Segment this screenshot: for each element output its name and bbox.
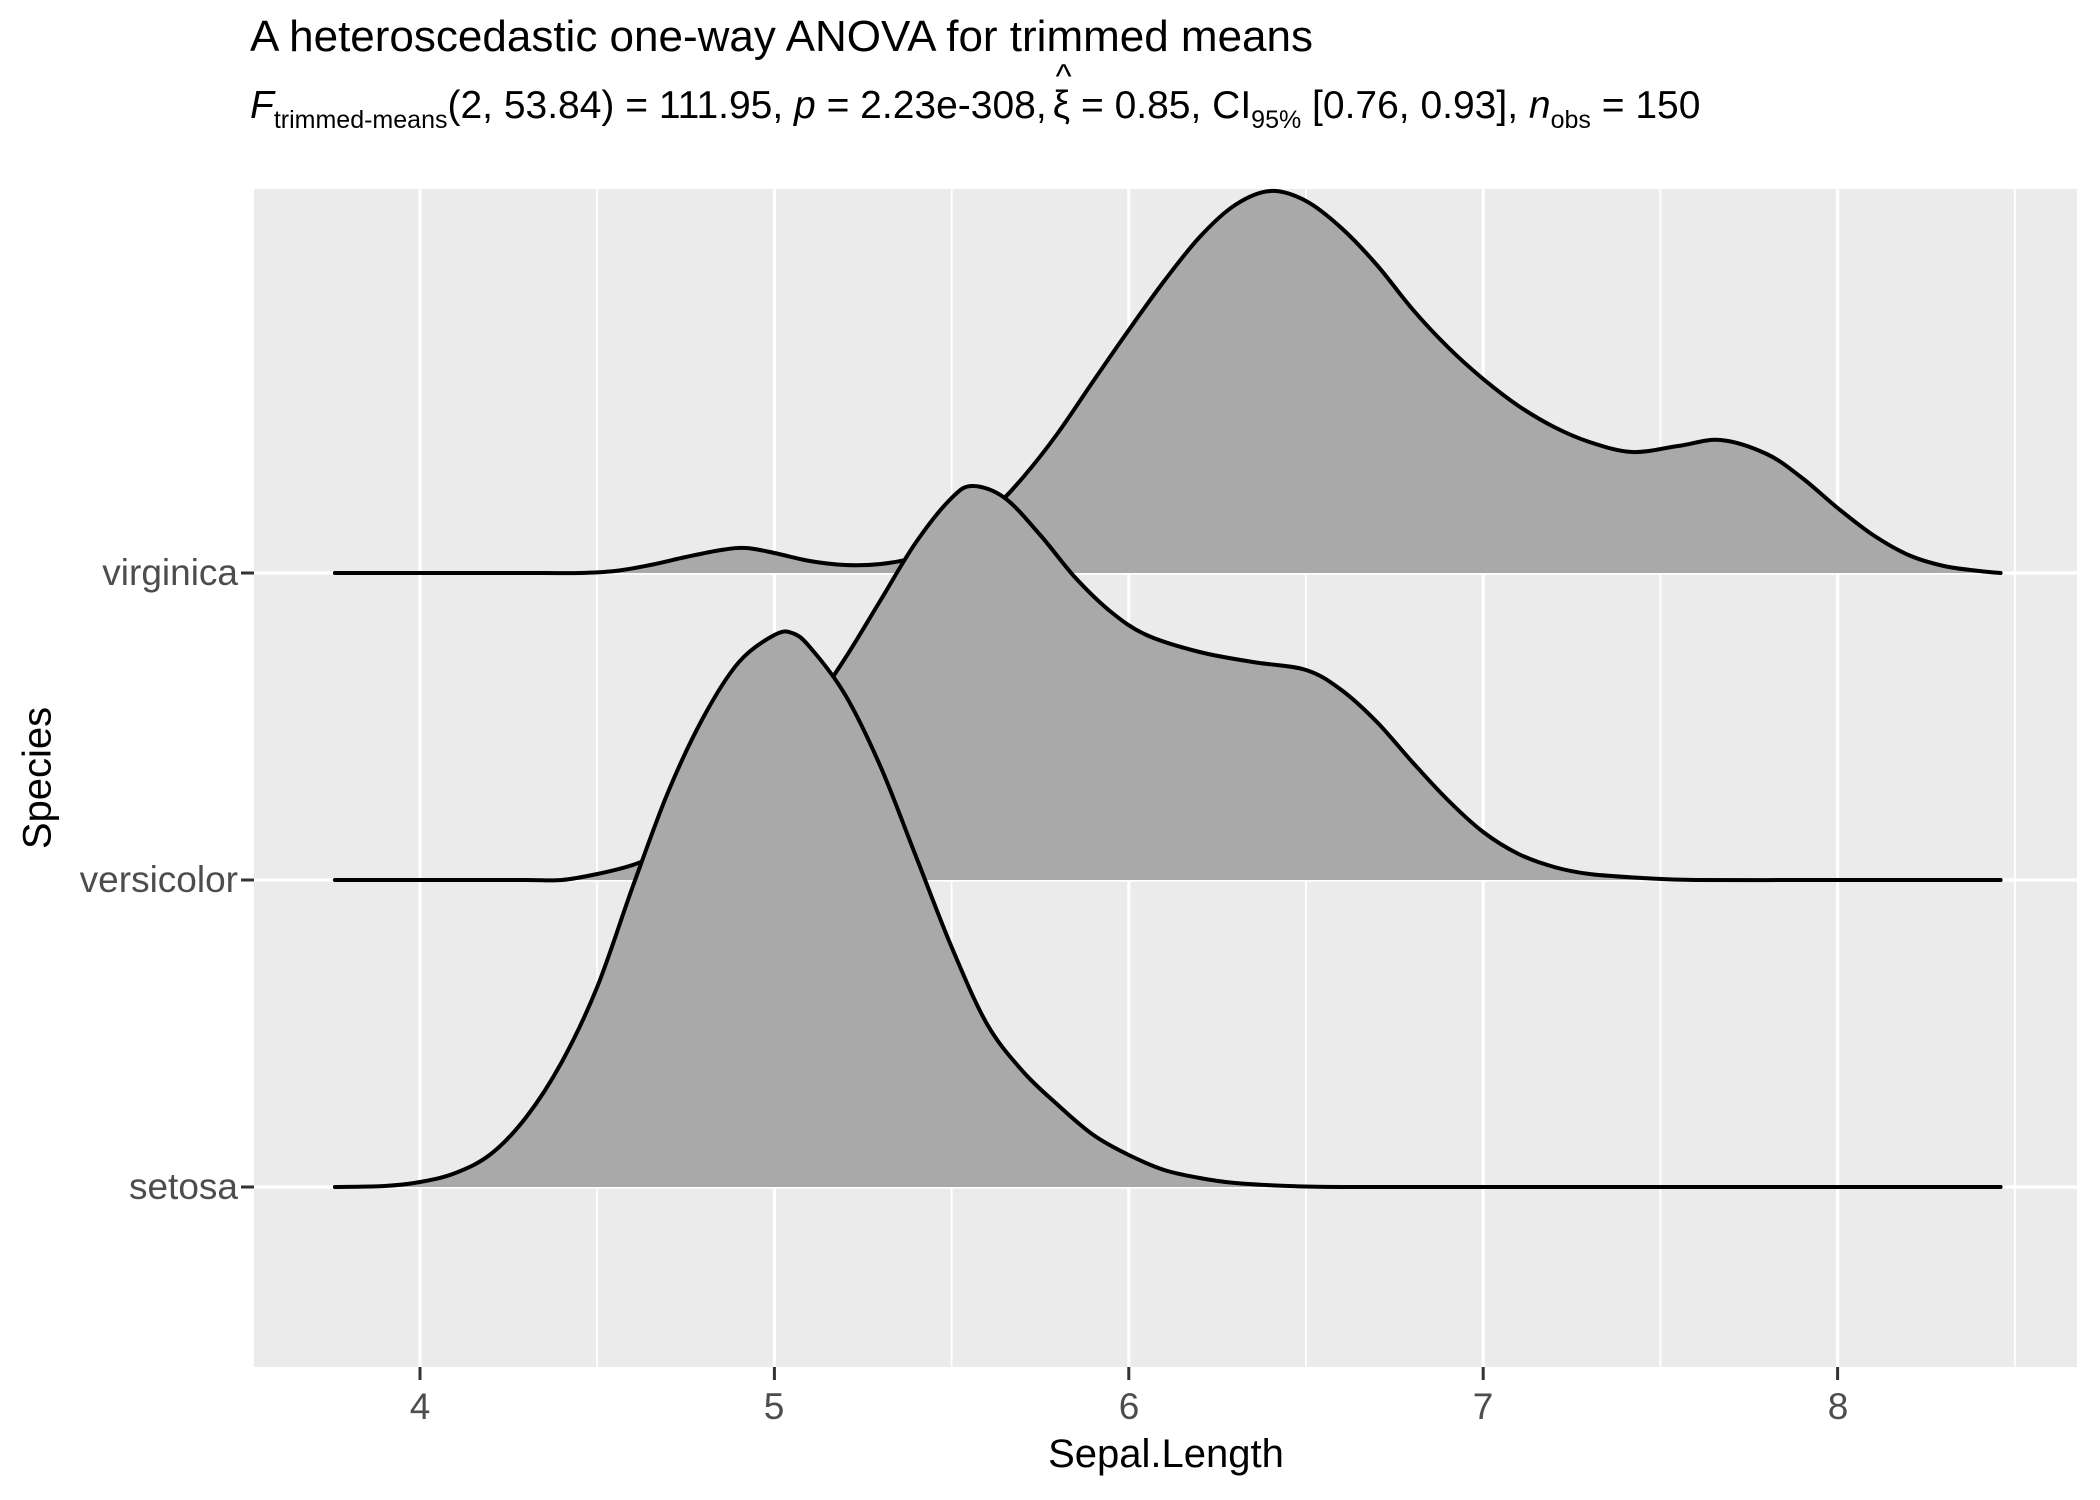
f-statistic-value: (2, 53.84) = 111.95, xyxy=(447,84,795,127)
y-tick-label-virginica: virginica xyxy=(102,552,238,593)
x-axis-title: Sepal.Length xyxy=(1048,1432,1284,1476)
x-tick-label-6: 6 xyxy=(1118,1386,1140,1427)
xi-hat-accent: ^ xyxy=(1055,58,1072,96)
x-tick-label-5: 5 xyxy=(763,1386,785,1427)
xi-effect-size-symbol: ξ ^ xyxy=(1052,58,1072,127)
xi-value: = 0.85, CI xyxy=(1070,84,1252,127)
ci-subscript: 95% xyxy=(1251,106,1302,134)
f-statistic-subscript: trimmed-means xyxy=(273,106,448,134)
density-ridge-virginica xyxy=(332,188,2003,576)
y-tick-label-versicolor: versicolor xyxy=(79,859,238,900)
y-axis-title: Species xyxy=(15,706,60,850)
f-statistic-symbol: F xyxy=(250,84,274,127)
x-tick-label-4: 4 xyxy=(409,1386,431,1427)
ci-interval: [0.76, 0.93], xyxy=(1301,84,1529,127)
p-value: = 2.23e-308, xyxy=(815,84,1047,127)
x-tick-label-7: 7 xyxy=(1472,1386,1494,1427)
p-symbol: p xyxy=(794,84,816,127)
plot-subtitle: Ftrimmed-means(2, 53.84) = 111.95, p = 2… xyxy=(250,58,1701,133)
y-tick-label-setosa: setosa xyxy=(128,1166,238,1207)
plot-title: A heteroscedastic one-way ANOVA for trim… xyxy=(250,12,1313,61)
density-ridge-setosa xyxy=(332,629,2003,1190)
n-subscript: obs xyxy=(1550,106,1591,134)
x-tick-label-8: 8 xyxy=(1827,1386,1849,1427)
n-value: = 150 xyxy=(1590,84,1701,127)
n-symbol: n xyxy=(1528,84,1551,127)
